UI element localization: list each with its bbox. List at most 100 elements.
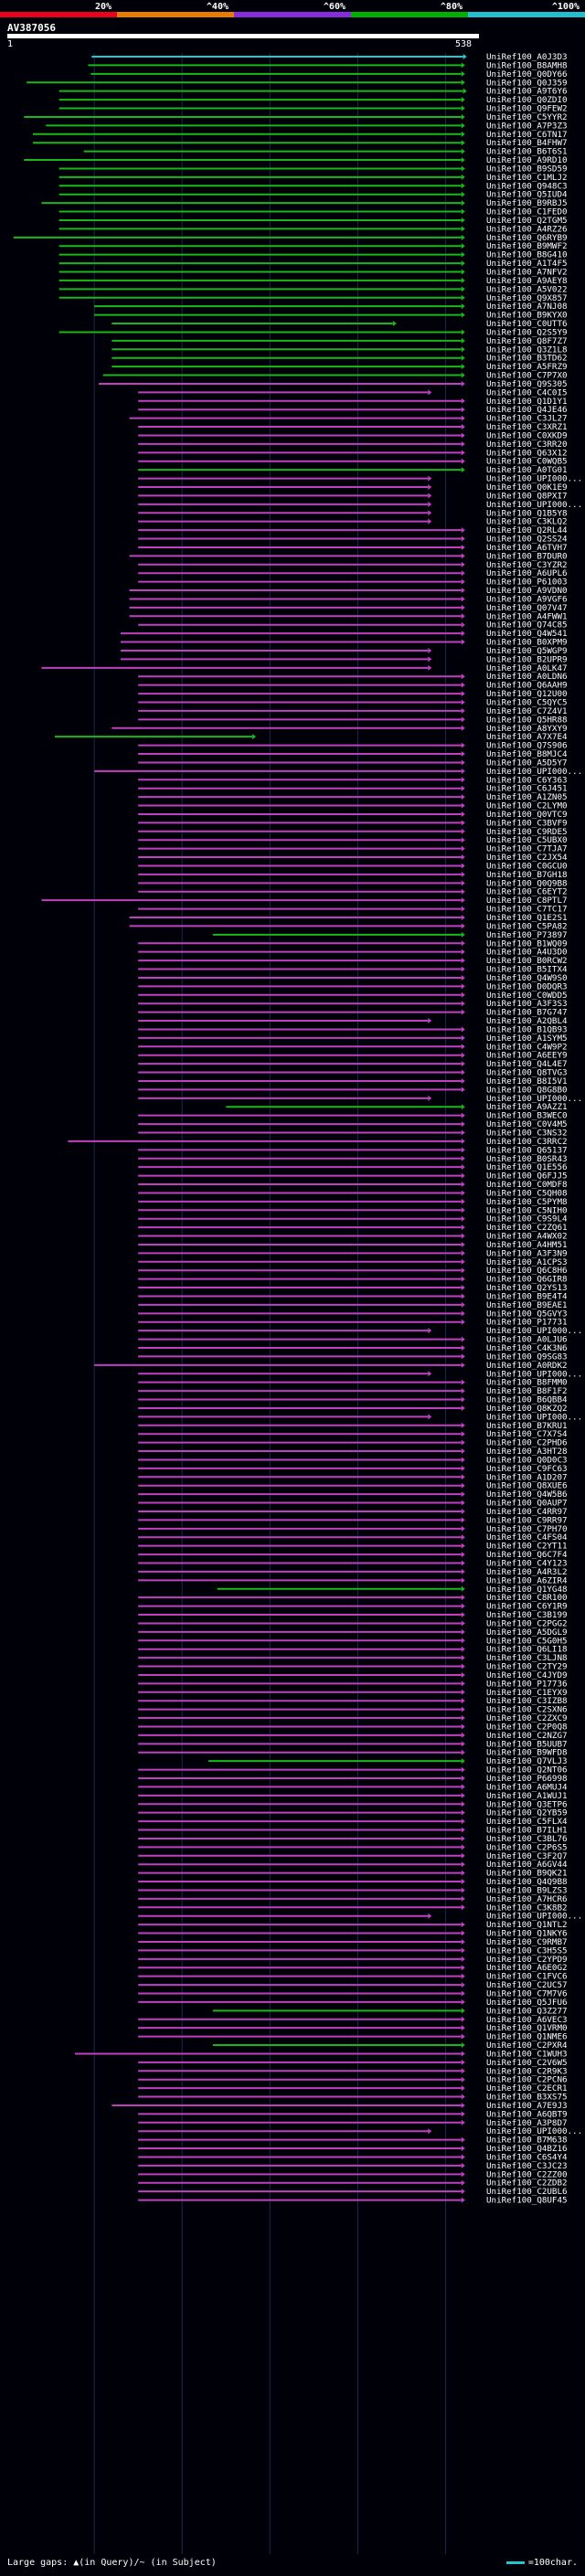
hit-label[interactable]: UniRef100_Q1YG48: [486, 1585, 568, 1595]
hit-label[interactable]: UniRef100_C7Z4V1: [486, 706, 568, 716]
hit-label[interactable]: UniRef100_B3XS75: [486, 2093, 568, 2103]
hit-label[interactable]: UniRef100_A4WX02: [486, 1232, 568, 1242]
hit-label[interactable]: UniRef100_C2P6S5: [486, 1842, 568, 1852]
hit-label[interactable]: UniRef100_C2ZQ61: [486, 1223, 568, 1233]
hit-label[interactable]: UniRef100_A1ZN05: [486, 792, 568, 802]
hit-label[interactable]: UniRef100_C2YT11: [486, 1542, 568, 1552]
hit-label[interactable]: UniRef100_C3BVF9: [486, 818, 568, 828]
hit-label[interactable]: UniRef100_C6S4Y4: [486, 2152, 568, 2162]
hit-label[interactable]: UniRef100_UPI000...: [486, 1412, 582, 1422]
hit-label[interactable]: UniRef100_C3RR20: [486, 440, 568, 450]
hit-label[interactable]: UniRef100_B6QBB4: [486, 1395, 568, 1405]
hit-label[interactable]: UniRef100_C3LJN8: [486, 1653, 568, 1663]
hit-label[interactable]: UniRef100_Q6C8H6: [486, 1266, 568, 1276]
hit-label[interactable]: UniRef100_A7X7E4: [486, 732, 568, 742]
hit-label[interactable]: UniRef100_A9VGF6: [486, 594, 568, 604]
hit-label[interactable]: UniRef100_C3H5S5: [486, 1945, 568, 1956]
hit-label[interactable]: UniRef100_C6Y363: [486, 775, 568, 785]
hit-label[interactable]: UniRef100_C1MLJ2: [486, 173, 568, 183]
hit-label[interactable]: UniRef100_Q0ZDI0: [486, 95, 568, 105]
hit-label[interactable]: UniRef100_A3F3S3: [486, 999, 568, 1009]
hit-label[interactable]: UniRef100_Q6GIR8: [486, 1275, 568, 1285]
hit-label[interactable]: UniRef100_C2NZG7: [486, 1731, 568, 1741]
hit-label[interactable]: UniRef100_C3NS32: [486, 1129, 568, 1139]
hit-label[interactable]: UniRef100_A0LJU6: [486, 1335, 568, 1345]
hit-label[interactable]: UniRef100_Q0Q9B8: [486, 878, 568, 888]
hit-label[interactable]: UniRef100_C5PYM8: [486, 1197, 568, 1207]
hit-label[interactable]: UniRef100_P73897: [486, 930, 568, 940]
hit-label[interactable]: UniRef100_B1QB93: [486, 1024, 568, 1034]
hit-label[interactable]: UniRef100_Q65137: [486, 1145, 568, 1155]
hit-label[interactable]: UniRef100_A3F3N9: [486, 1248, 568, 1258]
hit-label[interactable]: UniRef100_Q4L4E7: [486, 1059, 568, 1069]
hit-label[interactable]: UniRef100_A0LK47: [486, 663, 568, 673]
hit-label[interactable]: UniRef100_A4RZ26: [486, 224, 568, 234]
hit-label[interactable]: UniRef100_Q0J359: [486, 78, 568, 88]
hit-label[interactable]: UniRef100_Q6LI18: [486, 1645, 568, 1655]
hit-label[interactable]: UniRef100_Q9X857: [486, 293, 568, 303]
hit-label[interactable]: UniRef100_Q0DY66: [486, 69, 568, 80]
hit-label[interactable]: UniRef100_C3JL27: [486, 414, 568, 424]
hit-label[interactable]: UniRef100_C4FS04: [486, 1532, 568, 1542]
hit-label[interactable]: UniRef100_C2ZDB2: [486, 2178, 568, 2189]
hit-label[interactable]: UniRef100_A5V022: [486, 284, 568, 294]
hit-label[interactable]: UniRef100_A1SYM5: [486, 1034, 568, 1044]
hit-label[interactable]: UniRef100_A1T4F5: [486, 259, 568, 269]
hit-label[interactable]: UniRef100_C9RMB7: [486, 1937, 568, 1947]
hit-label[interactable]: UniRef100_C1WUH3: [486, 2049, 568, 2059]
hit-label[interactable]: UniRef100_C1FVC6: [486, 1972, 568, 1982]
hit-label[interactable]: UniRef100_C0WQB5: [486, 457, 568, 467]
hit-label[interactable]: UniRef100_C0XKD9: [486, 430, 568, 440]
hit-label[interactable]: UniRef100_A0J3D3: [486, 52, 568, 62]
hit-label[interactable]: UniRef100_B7M638: [486, 2136, 568, 2146]
hit-label[interactable]: UniRef100_C2JX54: [486, 853, 568, 863]
hit-label[interactable]: UniRef100_B8AMH8: [486, 60, 568, 70]
hit-label[interactable]: UniRef100_B8MJC4: [486, 749, 568, 759]
hit-label[interactable]: UniRef100_B8FMM0: [486, 1378, 568, 1388]
hit-label[interactable]: UniRef100_C2ZZ00: [486, 2169, 568, 2179]
hit-label[interactable]: UniRef100_A4R3L2: [486, 1567, 568, 1577]
hit-label[interactable]: UniRef100_C3JC23: [486, 2161, 568, 2171]
hit-label[interactable]: UniRef100_A6EEY9: [486, 1051, 568, 1061]
hit-label[interactable]: UniRef100_Q8TVG3: [486, 1068, 568, 1078]
hit-label[interactable]: UniRef100_Q1NKY6: [486, 1929, 568, 1939]
hit-label[interactable]: UniRef100_B9WFD8: [486, 1748, 568, 1758]
hit-label[interactable]: UniRef100_Q0K1E9: [486, 482, 568, 493]
hit-label[interactable]: UniRef100_C6TN17: [486, 130, 568, 140]
hit-label[interactable]: UniRef100_B9KYX0: [486, 311, 568, 321]
hit-label[interactable]: UniRef100_C2V6W5: [486, 2058, 568, 2068]
hit-label[interactable]: UniRef100_Q8XUE6: [486, 1481, 568, 1491]
hit-label[interactable]: UniRef100_Q2RL44: [486, 525, 568, 535]
hit-label[interactable]: UniRef100_Q0VTC9: [486, 810, 568, 820]
hit-label[interactable]: UniRef100_P17736: [486, 1679, 568, 1689]
hit-label[interactable]: UniRef100_A6VEC3: [486, 2015, 568, 2025]
hit-label[interactable]: UniRef100_Q7VLJ3: [486, 1756, 568, 1766]
hit-label[interactable]: UniRef100_C4RR97: [486, 1507, 568, 1517]
hit-label[interactable]: UniRef100_Q4W5B6: [486, 1489, 568, 1500]
hit-label[interactable]: UniRef100_C9FC63: [486, 1464, 568, 1474]
hit-label[interactable]: UniRef100_A9RD10: [486, 155, 568, 165]
hit-label[interactable]: UniRef100_A9T6Y6: [486, 87, 568, 97]
hit-label[interactable]: UniRef100_C2UBL6: [486, 2187, 568, 2197]
hit-label[interactable]: UniRef100_B5ITX4: [486, 965, 568, 975]
hit-label[interactable]: UniRef100_Q07V47: [486, 603, 568, 613]
hit-label[interactable]: UniRef100_UPI000...: [486, 1912, 582, 1922]
hit-label[interactable]: UniRef100_UPI000...: [486, 1369, 582, 1379]
hit-label[interactable]: UniRef100_C9RDE5: [486, 827, 568, 837]
hit-label[interactable]: UniRef100_C9RR97: [486, 1515, 568, 1525]
hit-label[interactable]: UniRef100_C2ZXC9: [486, 1713, 568, 1723]
hit-label[interactable]: UniRef100_C2P0Q8: [486, 1722, 568, 1732]
hit-label[interactable]: UniRef100_B9RBJ5: [486, 198, 568, 208]
hit-label[interactable]: UniRef100_C3B199: [486, 1610, 568, 1620]
hit-label[interactable]: UniRef100_Q4BZ16: [486, 2144, 568, 2154]
hit-label[interactable]: UniRef100_A7NJ08: [486, 302, 568, 312]
hit-label[interactable]: UniRef100_C7PH70: [486, 1524, 568, 1534]
hit-label[interactable]: UniRef100_C7M7V6: [486, 1989, 568, 1999]
hit-label[interactable]: UniRef100_A1CPS3: [486, 1257, 568, 1267]
hit-label[interactable]: UniRef100_A6MUJ4: [486, 1782, 568, 1792]
hit-label[interactable]: UniRef100_Q2YB59: [486, 1808, 568, 1818]
hit-label[interactable]: UniRef100_A7NFV2: [486, 268, 568, 278]
hit-label[interactable]: UniRef100_A0RDK2: [486, 1361, 568, 1371]
hit-label[interactable]: UniRef100_C8R100: [486, 1593, 568, 1603]
hit-label[interactable]: UniRef100_A0TG01: [486, 465, 568, 475]
